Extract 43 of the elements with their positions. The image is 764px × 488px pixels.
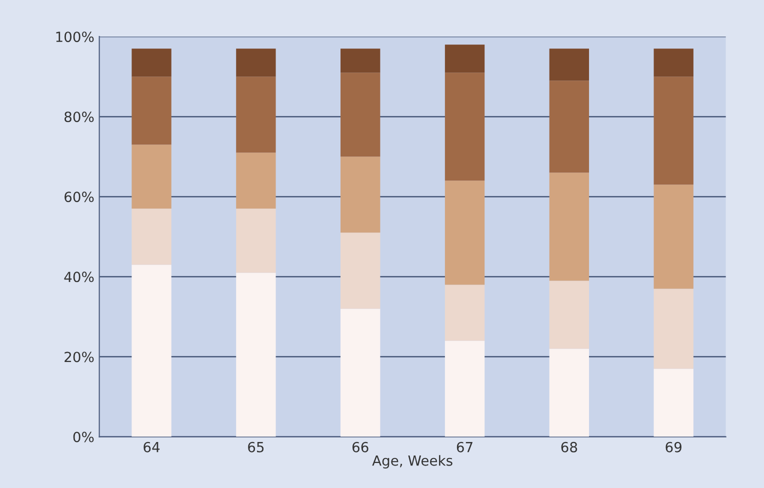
bar	[236, 152, 276, 209]
bar	[444, 284, 485, 341]
bar	[340, 48, 380, 73]
bar	[654, 48, 694, 77]
bar	[654, 76, 694, 185]
bar	[132, 208, 172, 265]
bar	[236, 272, 276, 437]
bar	[654, 184, 694, 289]
y-tick-label: 80%	[64, 112, 94, 122]
bar	[340, 308, 380, 437]
bar	[654, 288, 694, 369]
bar	[236, 48, 276, 77]
x-tick-label: 65	[248, 442, 264, 452]
bar	[236, 76, 276, 153]
x-tick-label: 64	[144, 442, 160, 452]
x-tick-label: 69	[666, 442, 682, 452]
bar	[236, 208, 276, 273]
y-tick-label: 100%	[56, 32, 94, 42]
bar	[132, 144, 172, 209]
y-tick-label: 20%	[64, 352, 94, 362]
bar	[132, 264, 172, 437]
y-tick-label: 60%	[64, 192, 94, 202]
bar	[444, 72, 485, 181]
bar	[340, 156, 380, 233]
bar	[444, 44, 485, 73]
bar	[444, 340, 485, 437]
x-tick-label: 66	[352, 442, 368, 452]
x-tick-label: 67	[456, 442, 472, 452]
bar	[549, 80, 590, 173]
bar	[549, 280, 590, 349]
x-axis-title: Age, Weeks	[372, 455, 452, 469]
bar	[549, 348, 590, 437]
bar	[340, 72, 380, 157]
bar	[549, 48, 590, 81]
bar	[340, 232, 380, 309]
bar	[654, 368, 694, 437]
bar	[132, 48, 172, 77]
y-tick-label: 0%	[73, 432, 94, 442]
y-tick-label: 40%	[64, 272, 94, 282]
bar	[132, 76, 172, 145]
bar	[444, 180, 485, 285]
x-tick-label: 68	[561, 442, 578, 452]
bar	[549, 172, 590, 281]
